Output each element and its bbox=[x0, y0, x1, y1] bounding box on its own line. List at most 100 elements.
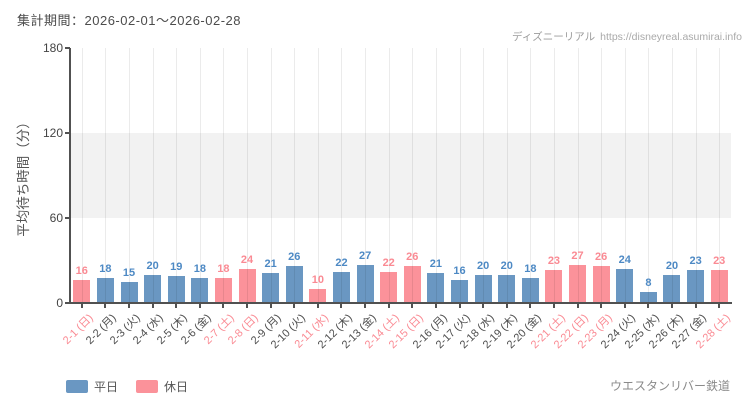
bar-value-label: 8 bbox=[645, 276, 652, 289]
x-tick-mark bbox=[269, 304, 272, 308]
attraction-name: ウエスタンリバー鉄道 bbox=[609, 379, 730, 393]
bar-2-28 (土)[interactable] bbox=[710, 270, 728, 303]
gridline bbox=[271, 48, 272, 303]
y-tick-mark bbox=[65, 47, 70, 49]
bar-value-label: 23 bbox=[547, 255, 561, 268]
bar-2-5 (木)[interactable] bbox=[167, 276, 185, 303]
bar-value-label: 22 bbox=[335, 256, 348, 269]
x-tick-mark bbox=[482, 304, 485, 308]
bar-value-label: 20 bbox=[477, 259, 490, 272]
y-tick-mark bbox=[65, 217, 70, 219]
x-tick-mark bbox=[529, 304, 532, 308]
x-tick-mark bbox=[293, 304, 296, 308]
bar-value-label: 15 bbox=[122, 266, 136, 279]
bar-2-22 (日)[interactable] bbox=[569, 264, 587, 303]
x-tick-mark bbox=[316, 304, 319, 308]
bar-2-3 (火)[interactable] bbox=[120, 281, 138, 303]
gridline bbox=[318, 48, 319, 303]
x-tick-mark bbox=[670, 304, 673, 308]
legend: 平日 休日 bbox=[66, 378, 206, 395]
x-tick-mark bbox=[576, 304, 579, 308]
bar-2-13 (金)[interactable] bbox=[356, 264, 374, 303]
x-tick-mark bbox=[505, 304, 508, 308]
bar-value-label: 26 bbox=[595, 251, 608, 264]
bar-2-12 (木)[interactable] bbox=[332, 271, 350, 303]
bar-2-1 (日)[interactable] bbox=[73, 280, 91, 303]
bar-2-20 (金)[interactable] bbox=[521, 277, 539, 303]
gridline bbox=[483, 48, 484, 303]
bar-2-19 (木)[interactable] bbox=[498, 274, 516, 303]
x-tick-mark bbox=[246, 304, 249, 308]
aggregation-period-label: 集計期間：2026-02-01～2026-02-28 bbox=[17, 13, 241, 28]
gridline bbox=[341, 48, 342, 303]
x-axis-line bbox=[69, 302, 732, 304]
x-tick-mark bbox=[600, 304, 603, 308]
x-tick-mark bbox=[458, 304, 461, 308]
bar-2-7 (土)[interactable] bbox=[214, 277, 232, 303]
x-tick-mark bbox=[552, 304, 555, 308]
gridline bbox=[294, 48, 295, 303]
bar-value-label: 19 bbox=[170, 261, 183, 274]
bar-value-label: 18 bbox=[99, 262, 112, 275]
bar-value-label: 20 bbox=[500, 259, 513, 272]
gridline bbox=[530, 48, 531, 303]
y-tick-label: 180 bbox=[42, 41, 63, 55]
bar-2-27 (金)[interactable] bbox=[687, 270, 705, 303]
gridline bbox=[578, 48, 579, 303]
gridline bbox=[554, 48, 555, 303]
gridline bbox=[82, 48, 83, 303]
bar-2-6 (金)[interactable] bbox=[191, 277, 209, 303]
legend-weekday-label: 平日 bbox=[94, 380, 119, 394]
bar-value-label: 16 bbox=[453, 265, 466, 278]
bar-2-11 (水)[interactable] bbox=[309, 288, 327, 303]
bar-2-8 (日)[interactable] bbox=[238, 269, 256, 303]
bar-2-17 (火)[interactable] bbox=[451, 280, 469, 303]
gridline bbox=[176, 48, 177, 303]
gridline bbox=[200, 48, 201, 303]
bar-value-label: 18 bbox=[524, 262, 537, 275]
y-tick-label: 120 bbox=[42, 126, 63, 140]
x-tick-mark bbox=[387, 304, 390, 308]
x-tick-mark bbox=[694, 304, 697, 308]
bar-value-label: 27 bbox=[358, 249, 372, 262]
bar-2-14 (土)[interactable] bbox=[380, 271, 398, 303]
gridline bbox=[460, 48, 461, 303]
x-tick-mark bbox=[151, 304, 154, 308]
x-tick-mark bbox=[104, 304, 107, 308]
gridline bbox=[153, 48, 154, 303]
bar-2-16 (月)[interactable] bbox=[427, 273, 445, 303]
bar-value-label: 27 bbox=[571, 249, 584, 262]
y-tick-mark bbox=[65, 302, 70, 304]
y-tick-label: 60 bbox=[49, 211, 63, 225]
legend-weekday-swatch bbox=[66, 380, 88, 393]
x-tick-mark bbox=[647, 304, 650, 308]
gridline bbox=[648, 48, 649, 303]
bar-2-24 (火)[interactable] bbox=[616, 269, 634, 303]
bar-2-2 (月)[interactable] bbox=[96, 277, 114, 303]
gridline bbox=[389, 48, 390, 303]
gridline bbox=[365, 48, 366, 303]
gridline bbox=[672, 48, 673, 303]
bar-value-label: 26 bbox=[406, 251, 419, 264]
bar-value-label: 18 bbox=[217, 262, 230, 275]
x-tick-mark bbox=[222, 304, 225, 308]
y-axis-line bbox=[69, 48, 71, 304]
bar-2-4 (水)[interactable] bbox=[144, 274, 162, 303]
y-tick-mark bbox=[65, 132, 70, 134]
x-tick-mark bbox=[198, 304, 201, 308]
x-tick-mark bbox=[340, 304, 343, 308]
bar-2-21 (土)[interactable] bbox=[545, 270, 563, 303]
watermark-url: https://disneyreal.asumirai.info bbox=[600, 31, 742, 43]
bar-2-15 (日)[interactable] bbox=[403, 266, 421, 303]
x-tick-mark bbox=[718, 304, 721, 308]
bar-2-9 (月)[interactable] bbox=[262, 273, 280, 303]
bar-2-10 (火)[interactable] bbox=[285, 266, 303, 303]
bar-value-label: 20 bbox=[665, 259, 679, 272]
bar-2-26 (木)[interactable] bbox=[663, 274, 681, 303]
bar-2-18 (水)[interactable] bbox=[474, 274, 492, 303]
bar-2-23 (月)[interactable] bbox=[592, 266, 610, 303]
bar-value-label: 24 bbox=[618, 254, 631, 266]
y-tick-label: 0 bbox=[56, 296, 63, 310]
bar-2-25 (水)[interactable] bbox=[639, 291, 657, 303]
